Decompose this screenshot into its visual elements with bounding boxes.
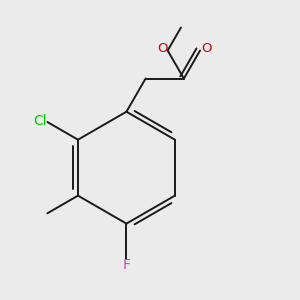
Text: Cl: Cl — [34, 114, 47, 128]
Text: O: O — [157, 42, 168, 55]
Text: O: O — [201, 42, 212, 55]
Text: F: F — [122, 258, 130, 272]
